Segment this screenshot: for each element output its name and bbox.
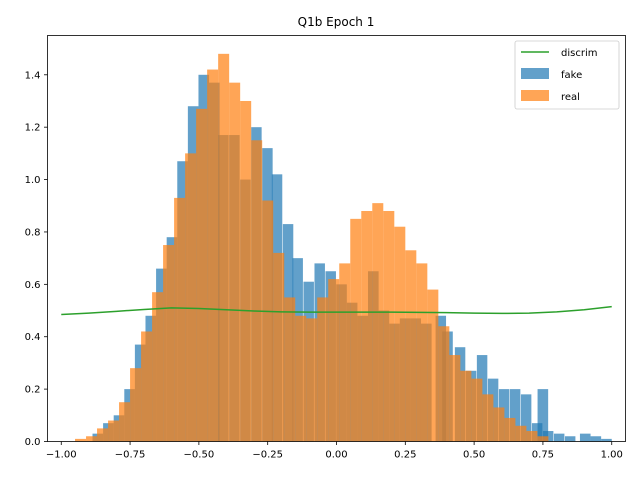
y-tick-label: 0.4	[25, 332, 41, 343]
legend: discrim fake real	[514, 40, 620, 110]
real-bar	[328, 279, 340, 442]
real-bar	[295, 315, 307, 442]
x-axis: −1.00 −0.75 −0.50 −0.25 0.00 0.25 0.50 0.75 1.00	[46, 441, 623, 461]
real-bar	[350, 218, 362, 442]
y-axis: 0.0 0.2 0.4 0.6 0.8 1.0 1.2 1.4	[25, 70, 48, 448]
real-bar	[438, 326, 450, 442]
legend-real-label: real	[561, 92, 580, 103]
x-tick-label: 0.75	[532, 450, 554, 461]
real-bar	[163, 245, 175, 442]
fake-bar	[509, 389, 521, 442]
real-bar	[130, 368, 142, 442]
x-tick-label: −0.50	[184, 450, 215, 461]
fake-bar	[537, 389, 549, 442]
fake-bar	[601, 438, 612, 442]
y-tick-label: 0.8	[25, 227, 41, 238]
real-bar	[185, 153, 197, 442]
real-bar	[493, 407, 505, 442]
x-tick-label: −0.25	[252, 450, 283, 461]
y-tick-label: 0.6	[25, 280, 41, 291]
real-bar	[515, 425, 527, 442]
legend-fake-label: fake	[561, 70, 582, 81]
real-bar	[394, 226, 406, 442]
y-tick-label: 0.2	[25, 385, 41, 396]
real-bar	[449, 355, 461, 442]
chart-title: Q1b Epoch 1	[298, 15, 375, 29]
real-bar	[108, 420, 120, 442]
x-tick-label: 1.00	[601, 450, 623, 461]
real-bar	[504, 417, 516, 442]
real-bar	[416, 263, 428, 442]
real-bar	[471, 378, 483, 442]
real-bar	[97, 428, 109, 442]
real-bar	[361, 210, 373, 442]
fake-bar	[579, 433, 591, 442]
legend-discrim-label: discrim	[561, 48, 597, 59]
real-bar	[119, 402, 131, 442]
x-tick-label: 0.50	[463, 450, 485, 461]
real-bar	[273, 252, 285, 442]
real-bar	[207, 69, 219, 442]
y-tick-label: 1.2	[25, 123, 41, 134]
real-bar	[75, 438, 87, 442]
real-bar	[460, 370, 472, 442]
x-tick-label: −0.75	[115, 450, 146, 461]
fake-bar	[564, 436, 576, 442]
real-bar	[306, 318, 318, 442]
real-bar	[240, 100, 252, 442]
real-bar	[218, 53, 230, 442]
real-bar	[251, 140, 263, 442]
real-bar	[141, 331, 153, 442]
x-tick-label: 0.00	[325, 450, 347, 461]
x-tick-label: −1.00	[46, 450, 77, 461]
real-bar	[152, 292, 164, 442]
real-bar	[405, 250, 417, 442]
real-bar	[526, 431, 538, 442]
real-bar	[372, 203, 384, 442]
real-series-bars	[75, 53, 549, 442]
real-bar	[317, 297, 329, 442]
legend-fake-swatch	[521, 68, 549, 79]
real-bar	[196, 108, 208, 442]
fake-bar	[590, 436, 602, 442]
real-bar	[427, 289, 439, 442]
discrim-series-line	[61, 305, 612, 316]
y-tick-label: 0.0	[25, 437, 41, 448]
x-tick-label: 0.25	[394, 450, 416, 461]
real-bar	[383, 210, 395, 442]
real-bar	[482, 394, 494, 442]
real-bar	[284, 297, 296, 442]
real-bar	[229, 82, 241, 442]
y-tick-label: 1.0	[25, 175, 41, 186]
real-bar	[339, 263, 351, 442]
real-bar	[174, 197, 186, 442]
fake-bar	[553, 433, 565, 442]
real-bar	[262, 200, 274, 442]
fake-bar	[520, 394, 532, 442]
legend-real-swatch	[521, 90, 549, 101]
y-tick-label: 1.4	[25, 70, 41, 81]
real-bar	[86, 436, 98, 442]
real-bar	[537, 436, 549, 442]
